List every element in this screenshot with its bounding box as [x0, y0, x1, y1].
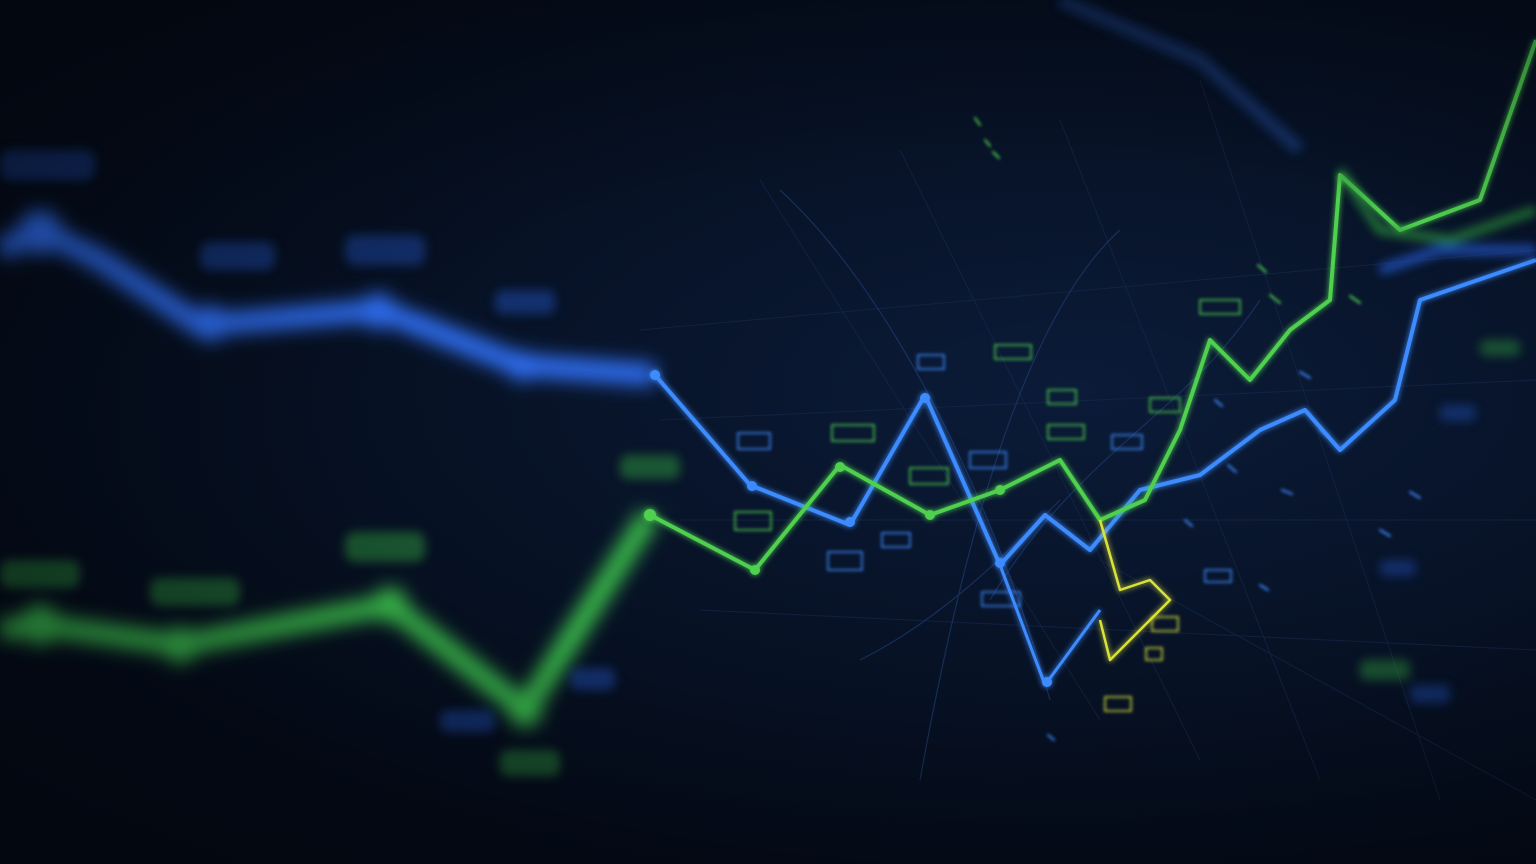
- faint-curves: [779, 189, 1261, 781]
- green-line-blurred: [0, 509, 660, 727]
- blue-line-sharp: [650, 258, 1536, 687]
- scatter-dash-marks: [974, 117, 1421, 741]
- small-label-marks: [734, 299, 1241, 712]
- blue-line-blurred: [0, 210, 656, 386]
- yellow-accent-line: [1098, 519, 1172, 662]
- blurred-label-blobs: [0, 150, 680, 776]
- grid-lines: [639, 79, 1536, 801]
- far-right-blurred-lines: [1057, 0, 1536, 275]
